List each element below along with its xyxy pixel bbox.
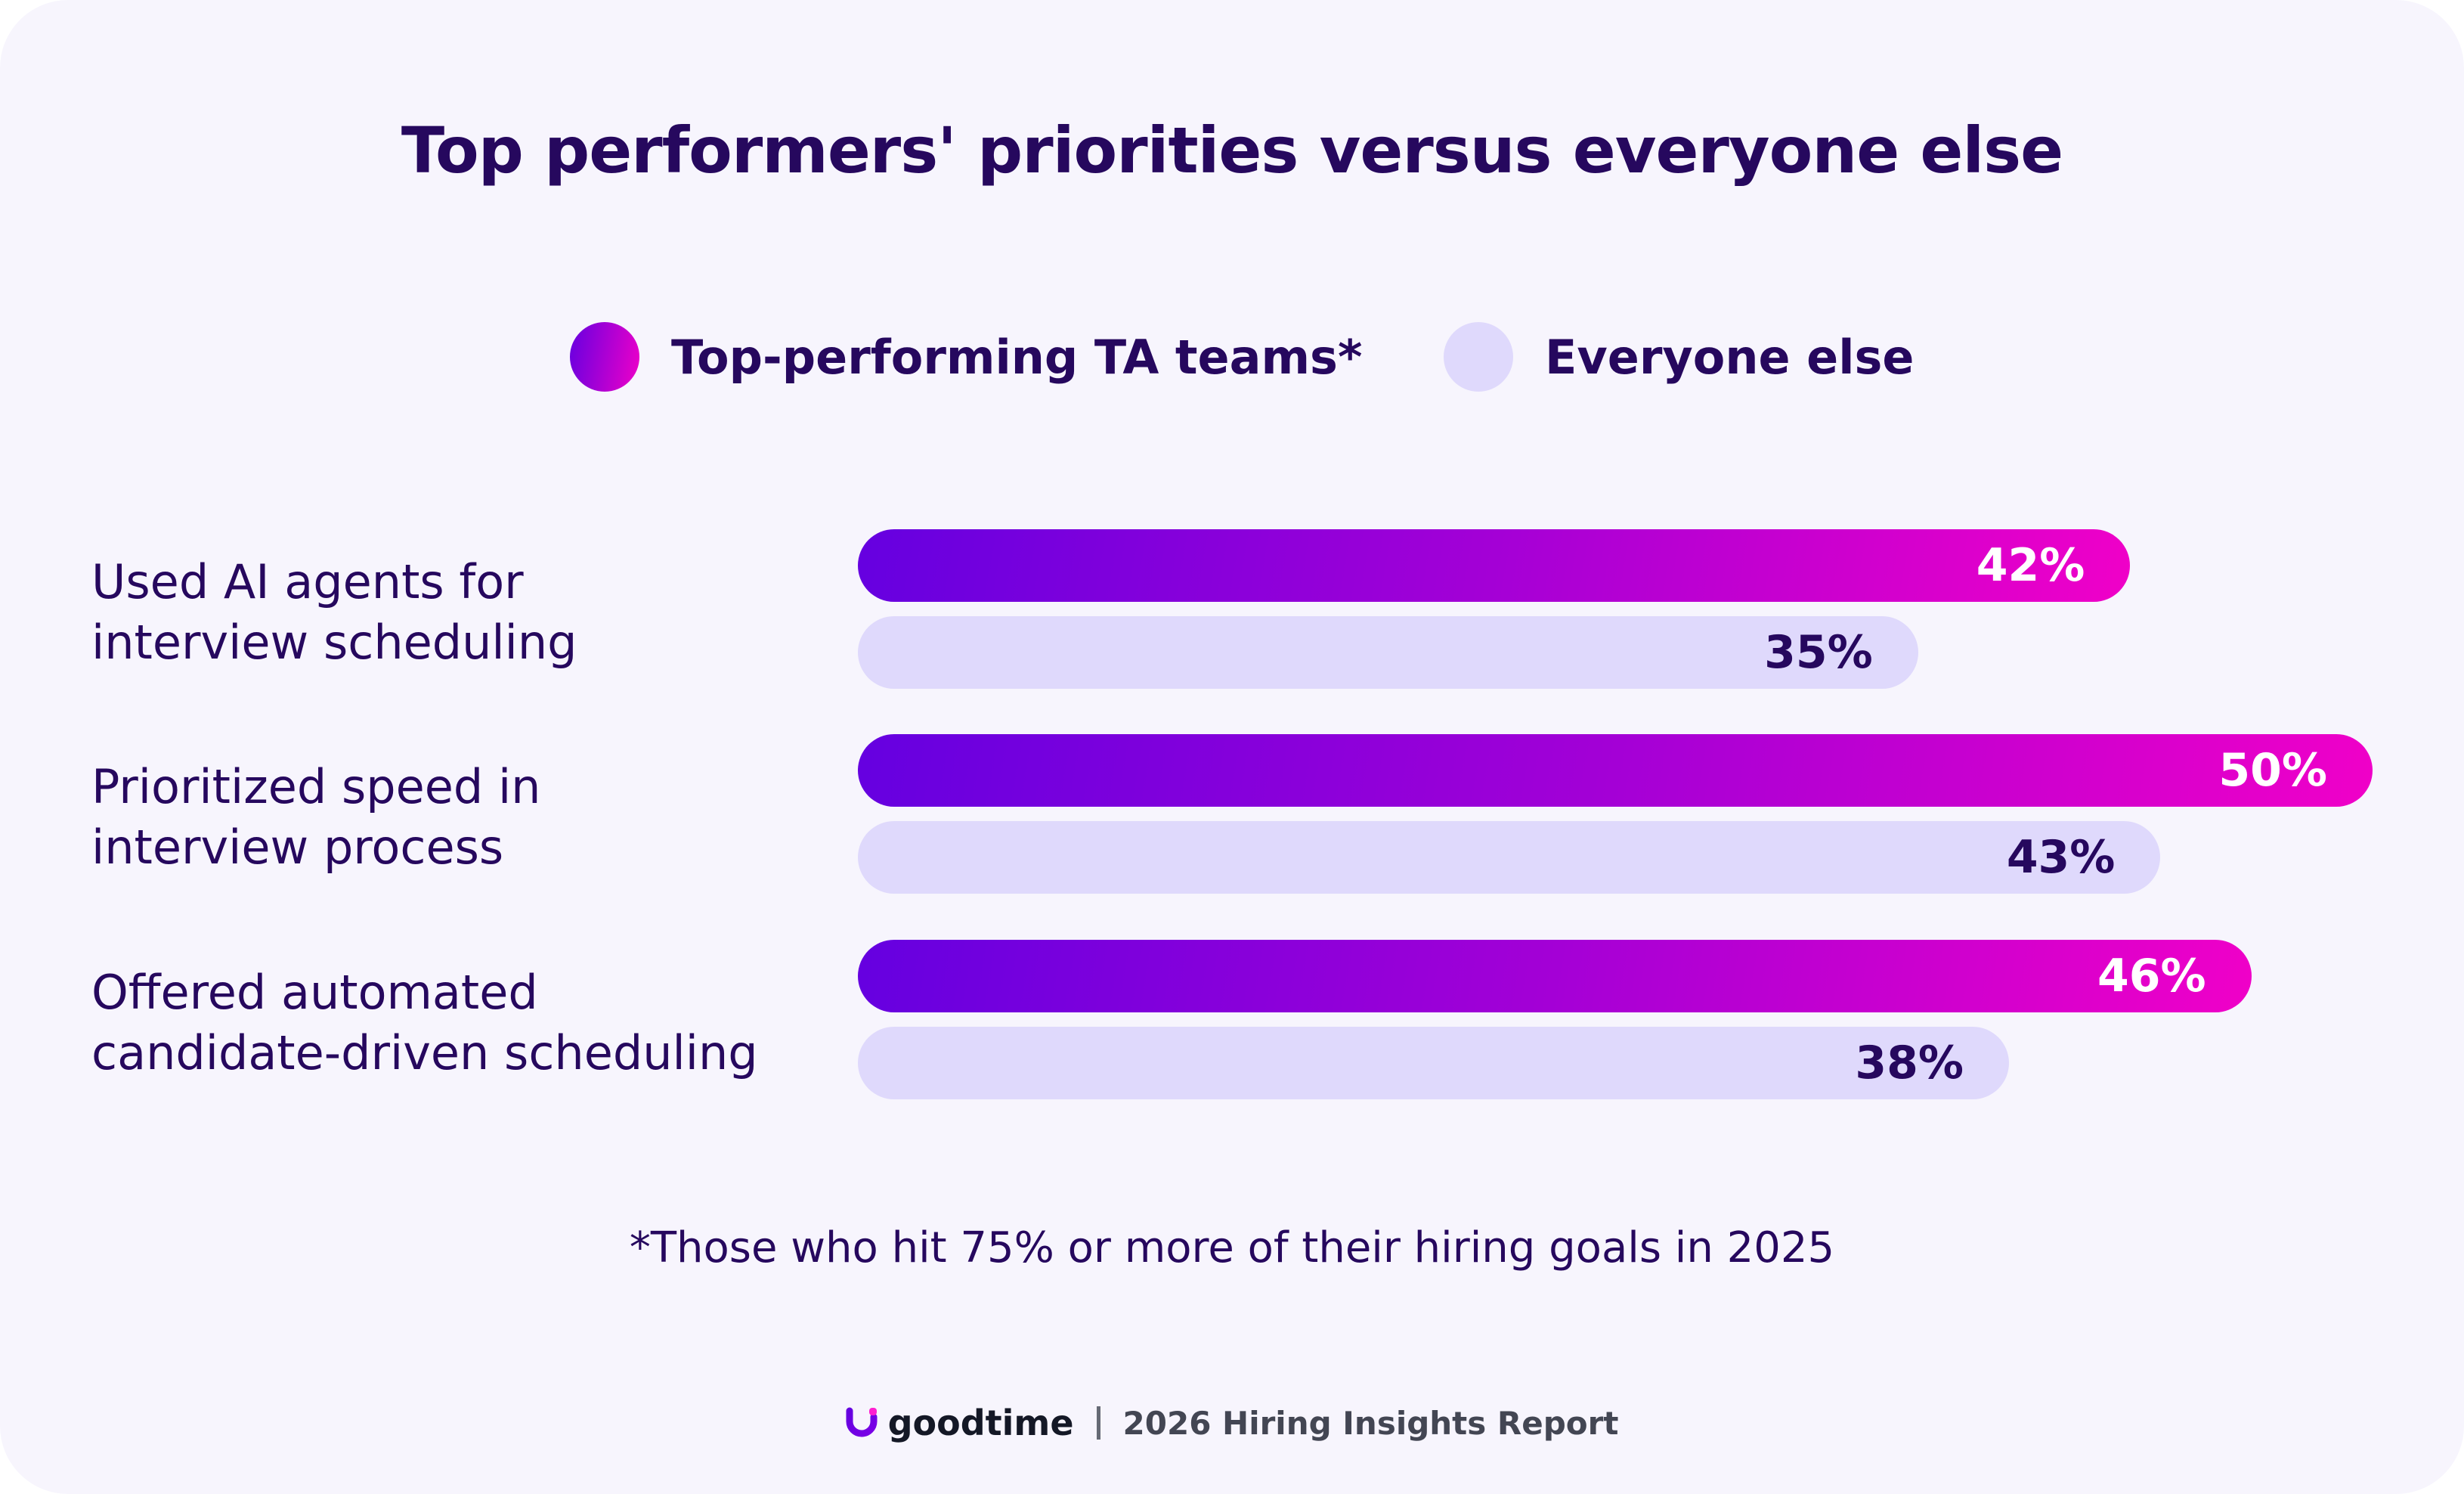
category-label: Prioritized speed in interview process — [91, 757, 540, 878]
footer-divider — [1096, 1406, 1100, 1440]
data-label: 42% — [1976, 539, 2085, 592]
category-label-line: Offered automated — [91, 965, 538, 1020]
legend-label: Top-performing TA teams* — [671, 329, 1363, 385]
category-label-line: candidate-driven scheduling — [91, 1025, 758, 1080]
legend-label: Everyone else — [1545, 329, 1915, 385]
data-label: 43% — [2006, 831, 2116, 884]
bar-top-performers: 46% — [858, 940, 2252, 1012]
bar-top-performers: 42% — [858, 529, 2131, 602]
category-label-line: Used AI agents for — [91, 554, 524, 609]
goodtime-logo-icon — [846, 1407, 878, 1437]
data-label: 50% — [2218, 744, 2327, 797]
bar-everyone-else: 43% — [858, 821, 2161, 894]
footer: goodtime 2026 Hiring Insights Report — [0, 1403, 2464, 1443]
legend-item-top-performers: Top-performing TA teams* — [570, 322, 1362, 392]
legend-swatch-everyone-else — [1444, 322, 1513, 392]
data-label: 35% — [1764, 626, 1873, 679]
data-label: 46% — [2097, 950, 2206, 1003]
category-label: Offered automated candidate-driven schedu… — [91, 962, 758, 1083]
data-label: 38% — [1855, 1037, 1964, 1090]
bar-top-performers: 50% — [858, 734, 2373, 807]
category-label-line: interview scheduling — [91, 615, 577, 670]
bar-everyone-else: 35% — [858, 616, 1918, 689]
category-label-line: interview process — [91, 820, 504, 875]
category-label-line: Prioritized speed in — [91, 759, 541, 814]
category-label: Used AI agents for interview scheduling — [91, 552, 577, 673]
bar-everyone-else: 38% — [858, 1027, 2010, 1099]
goodtime-logo-text: goodtime — [887, 1403, 1074, 1443]
report-name: 2026 Hiring Insights Report — [1122, 1404, 1619, 1442]
chart-title: Top performers' priorities versus everyo… — [401, 113, 2063, 188]
legend-item-everyone-else: Everyone else — [1444, 322, 1914, 392]
footnote: *Those who hit 75% or more of their hiri… — [629, 1223, 1835, 1272]
legend-swatch-top-performers — [570, 322, 639, 392]
